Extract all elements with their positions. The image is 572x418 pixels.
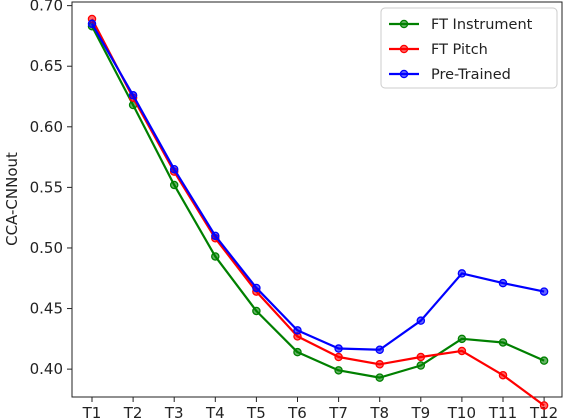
legend-marker xyxy=(399,69,409,79)
y-tick-label: 0.50 xyxy=(30,239,63,257)
series-line xyxy=(91,25,545,379)
data-point xyxy=(416,361,426,370)
x-tick-label: T11 xyxy=(488,404,517,418)
data-point xyxy=(128,91,138,100)
legend: FT Instrument FT Pitch Pre-Trained xyxy=(380,7,558,89)
data-point xyxy=(539,287,549,296)
data-point xyxy=(252,283,261,293)
data-point xyxy=(169,164,179,174)
x-tick-label: T1 xyxy=(82,404,102,418)
data-point xyxy=(211,252,220,261)
data-point xyxy=(334,366,343,375)
data-point xyxy=(457,334,467,344)
data-point xyxy=(375,360,384,369)
series-line xyxy=(91,18,545,407)
legend-item: Pre-Trained xyxy=(389,67,511,83)
series-line xyxy=(91,23,545,351)
data-point xyxy=(87,19,97,29)
legend-label: Pre-Trained xyxy=(431,67,511,83)
y-tick-label: 0.45 xyxy=(30,300,63,318)
data-point xyxy=(498,370,508,380)
x-tick-label: T6 xyxy=(287,404,307,418)
y-tick-label: 0.55 xyxy=(30,178,63,196)
legend-label: FT Pitch xyxy=(431,42,488,58)
y-axis-label: CCA-CNNout xyxy=(3,152,21,246)
data-point xyxy=(211,231,220,241)
data-point xyxy=(169,180,179,190)
x-tick-label: T2 xyxy=(123,404,143,418)
data-point xyxy=(375,345,384,354)
x-tick-label: T7 xyxy=(328,404,348,418)
data-point xyxy=(539,356,549,365)
data-point xyxy=(498,278,508,288)
plot-area xyxy=(71,1,563,398)
legend-item: FT Pitch xyxy=(389,42,488,58)
y-tick-label: 0.70 xyxy=(30,0,63,15)
legend-label: FT Instrument xyxy=(431,17,533,33)
data-point xyxy=(539,401,549,410)
x-tick-label: T8 xyxy=(369,404,389,418)
data-point xyxy=(252,306,261,316)
x-tick-label: T4 xyxy=(205,404,225,418)
legend-box xyxy=(380,7,558,89)
legend-item: FT Instrument xyxy=(389,17,533,33)
data-point xyxy=(498,338,508,347)
legend-marker xyxy=(399,44,409,54)
legend-marker xyxy=(399,19,409,29)
x-tick-label: T5 xyxy=(246,404,266,418)
series-ft-instrument xyxy=(87,21,549,382)
x-tick-label: T9 xyxy=(410,404,430,418)
y-tick-label: 0.40 xyxy=(30,360,63,378)
data-point xyxy=(375,373,384,382)
data-point xyxy=(457,269,467,278)
data-point xyxy=(293,347,302,357)
x-tick-label: T10 xyxy=(447,404,476,418)
data-point xyxy=(457,346,467,356)
series-pre-trained xyxy=(87,19,549,354)
y-tick-label: 0.65 xyxy=(30,57,63,75)
y-tick-label: 0.60 xyxy=(30,118,63,136)
data-point xyxy=(416,316,426,325)
x-tick-label: T3 xyxy=(164,404,184,418)
data-point xyxy=(334,344,343,353)
data-point xyxy=(416,352,426,362)
x-tick-label: T12 xyxy=(529,404,558,418)
data-point xyxy=(334,352,343,362)
data-point xyxy=(293,326,302,335)
